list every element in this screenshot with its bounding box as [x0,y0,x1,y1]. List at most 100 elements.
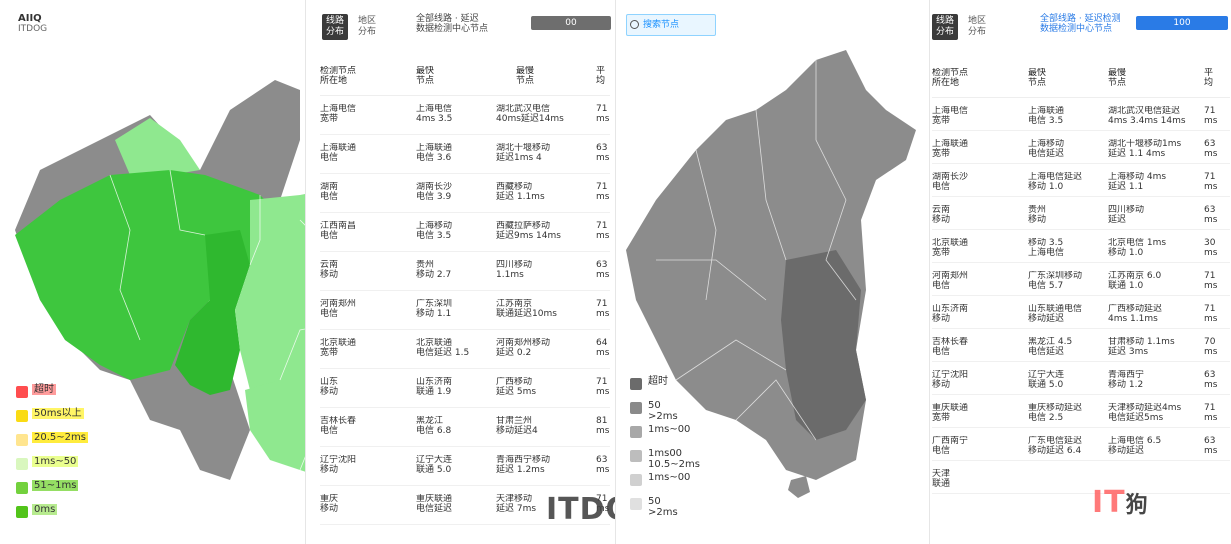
table-row[interactable]: 重庆 移动 重庆联通 电信延迟 天津移动 延迟 7ms 71 ms [320,486,610,525]
legend-label: 0ms [32,504,58,515]
cell-node: 天津 联通 [932,469,951,489]
legend-item-1ms[interactable]: 1ms~00 [630,424,702,448]
legend-item-10ms[interactable]: 1ms00 10.5~2ms [630,448,702,472]
cell-average: 70 ms [1204,337,1218,357]
legend-label: 50 >2ms [648,496,678,518]
node-search-input[interactable]: 搜索节点 [626,14,716,36]
map-region-west [15,170,305,380]
line-filter[interactable]: 全部线路 · 延迟检测 数据检测中心节点 100 [1040,14,1230,34]
cell-slowest: 青海西宁移动 延迟 1.2ms [496,455,551,475]
table-row[interactable]: 湖南长沙 电信 上海电信延迟 移动 1.0 上海移动 4ms 延迟 1.1 71 ms [932,164,1230,197]
cell-slowest: 天津移动延迟4ms 电信延迟5ms [1108,403,1182,423]
china-map-right[interactable] [616,0,929,544]
cell-average: 71 ms [1204,403,1218,423]
cell-average: 71 ms [596,182,610,202]
legend-swatch [16,506,28,518]
cell-fastest: 黑龙江 4.5 电信延迟 [1028,337,1073,357]
cell-slowest: 青海西宁 移动 1.2 [1108,370,1145,390]
legend-item-20ms[interactable]: 20.5~2ms [16,432,88,456]
column-header-fastest[interactable]: 最快 节点 [1028,68,1047,88]
column-header-node[interactable]: 检测节点 所在地 [320,66,357,86]
table-row[interactable]: 重庆联通 宽带 重庆移动延迟 电信 2.5 天津移动延迟4ms 电信延迟5ms 71 … [932,395,1230,428]
cell-fastest: 广东深圳移动 电信 5.7 [1028,271,1083,291]
line-filter[interactable]: 全部线路 · 延迟 数据检测中心节点 00 [416,14,611,34]
cell-node: 重庆 移动 [320,494,339,514]
cell-slowest: 四川移动 延迟 [1108,205,1145,225]
table-row[interactable]: 上海电信 宽带 上海电信 4ms 3.5 湖北武汉电信 40ms延迟14ms 71 m… [320,96,610,135]
table-row[interactable]: 北京联通 宽带 移动 3.5 上海电信 北京电信 1ms 移动 1.0 30 ms [932,230,1230,263]
table-row[interactable]: 上海联通 电信 上海联通 电信 3.6 湖北十堰移动 延迟1ms 4 63 ms [320,135,610,174]
table-row[interactable]: 吉林长春 电信 黑龙江 4.5 电信延迟 甘肃移动 1.1ms 延迟 3ms 70 m… [932,329,1230,362]
column-header-fastest[interactable]: 最快 节点 [416,66,435,86]
legend-swatch [16,410,28,422]
site-logo[interactable]: AIIQ ITDOG [18,13,47,35]
column-header-slowest[interactable]: 最慢 节点 [516,66,535,86]
latency-legend: 超时 50ms以上 20.5~2ms 1ms~50 51~1ms 0ms [16,384,88,528]
cell-fastest: 移动 3.5 上海电信 [1028,238,1065,258]
legend-item-1ms[interactable]: 1ms~50 [16,456,88,480]
cell-average: 64 ms [596,338,610,358]
table-row[interactable]: 辽宁沈阳 移动 辽宁大连 联通 5.0 青海西宁 移动 1.2 63 ms [932,362,1230,395]
cell-slowest: 北京电信 1ms 移动 1.0 [1108,238,1167,258]
province-borders [656,60,857,441]
table-row[interactable]: 上海电信 宽带 上海联通 电信 3.5 湖北武汉电信延迟 4ms 3.4ms 14m… [932,98,1230,131]
view-tabs: 线路 分布 地区 分布 [322,14,380,42]
map-region-east-dark [781,250,866,440]
table-row[interactable]: 山东济南 移动 山东联通电信 移动延迟 广西移动延迟 4ms 1.1ms 71 ms [932,296,1230,329]
legend-item-50ms-b[interactable]: 50 >2ms [630,496,702,520]
column-header-average[interactable]: 平均 [596,66,606,86]
cell-average: 63 ms [1204,370,1218,390]
table-row[interactable]: 上海联通 宽带 上海移动 电信延迟 湖北十堰移动1ms 延迟 1.1 4ms 63 m… [932,131,1230,164]
cell-fastest: 上海电信 4ms 3.5 [416,104,453,124]
table-row[interactable]: 山东 移动 山东济南 联通 1.9 广西移动 延迟 5ms 71 ms [320,369,610,408]
column-header-average[interactable]: 平 均 [1204,68,1214,88]
tab-region-distribution[interactable]: 地区 分布 [968,16,987,37]
table-row[interactable]: 江西南昌 电信 上海移动 电信 3.5 西藏拉萨移动 延迟9ms 14ms 71 ms [320,213,610,252]
legend-item-0ms[interactable]: 0ms [16,504,88,528]
tab-region-distribution[interactable]: 地区 分布 [358,16,377,37]
table-row[interactable]: 云南 移动 贵州 移动 2.7 四川移动 1.1ms 63 ms [320,252,610,291]
table-row[interactable]: 河南郑州 电信 广东深圳移动 电信 5.7 江苏南京 6.0 联通 1.0 71 ms [932,263,1230,296]
legend-item-timeout[interactable]: 超时 [16,384,88,408]
china-map-left[interactable] [0,0,305,544]
legend-label: 50 >2ms [648,400,678,422]
legend-swatch [16,458,28,470]
cell-fastest: 重庆移动延迟 电信 2.5 [1028,403,1083,423]
table-row[interactable]: 河南郑州 电信 广东深圳 移动 1.1 江苏南京 联通延迟10ms 71 ms [320,291,610,330]
table-row[interactable]: 吉林长春 电信 黑龙江 电信 6.8 甘肃兰州 移动延迟4 81 ms [320,408,610,447]
legend-item-timeout[interactable]: 超时 [630,376,702,400]
legend-item-1ms-b[interactable]: 1ms~00 [630,472,702,496]
legend-label: 1ms~00 [648,472,691,483]
table-row[interactable]: 天津 联通 [932,461,1230,494]
logo-title: AIIQ [18,13,42,24]
legend-label: 50ms以上 [32,408,84,419]
legend-item-51ms[interactable]: 51~1ms [16,480,88,504]
cell-node: 云南 移动 [932,205,951,225]
legend-swatch [16,482,28,494]
cell-slowest: 湖北武汉电信 40ms延迟14ms [496,104,564,124]
legend-swatch [630,378,642,390]
legend-item-50ms[interactable]: 50ms以上 [16,408,88,432]
cell-slowest: 上海移动 4ms 延迟 1.1 [1108,172,1167,192]
tab-line-distribution[interactable]: 线路 分布 [322,14,349,40]
cell-average: 71 ms [596,104,610,124]
legend-label: 1ms~00 [648,424,691,435]
table-row[interactable]: 广西南宁 电信 广东电信延迟 移动延迟 6.4 上海电信 6.5 移动延迟 63 ms [932,428,1230,461]
table-row[interactable]: 云南 移动 贵州 移动 四川移动 延迟 63 ms [932,197,1230,230]
table-row[interactable]: 湖南 电信 湖南长沙 电信 3.9 西藏移动 延迟 1.1ms 71 ms [320,174,610,213]
column-header-node[interactable]: 检测节点 所在地 [932,68,969,88]
cell-average: 71 ms [1204,172,1218,192]
table-row[interactable]: 北京联通 宽带 北京联通 电信延迟 1.5 河南郑州移动 延迟 0.2 64 ms [320,330,610,369]
tab-line-distribution[interactable]: 线路 分布 [932,14,959,40]
cell-fastest: 山东济南 联通 1.9 [416,377,453,397]
cell-fastest: 湖南长沙 电信 3.9 [416,182,453,202]
cell-fastest: 广东深圳 移动 1.1 [416,299,453,319]
cell-node: 湖南长沙 电信 [932,172,969,192]
table-row[interactable]: 辽宁沈阳 移动 辽宁大连 联通 5.0 青海西宁移动 延迟 1.2ms 63 ms [320,447,610,486]
column-header-slowest[interactable]: 最慢 节点 [1108,68,1127,88]
line-filter-label: 全部线路 · 延迟检测 数据检测中心节点 [1040,14,1121,34]
cell-node: 上海电信 宽带 [320,104,357,124]
cell-node: 河南郑州 电信 [932,271,969,291]
latency-legend-grey: 超时 50 >2ms 1ms~00 1ms00 10.5~2ms 1ms~00 … [630,376,702,520]
legend-item-50ms[interactable]: 50 >2ms [630,400,702,424]
